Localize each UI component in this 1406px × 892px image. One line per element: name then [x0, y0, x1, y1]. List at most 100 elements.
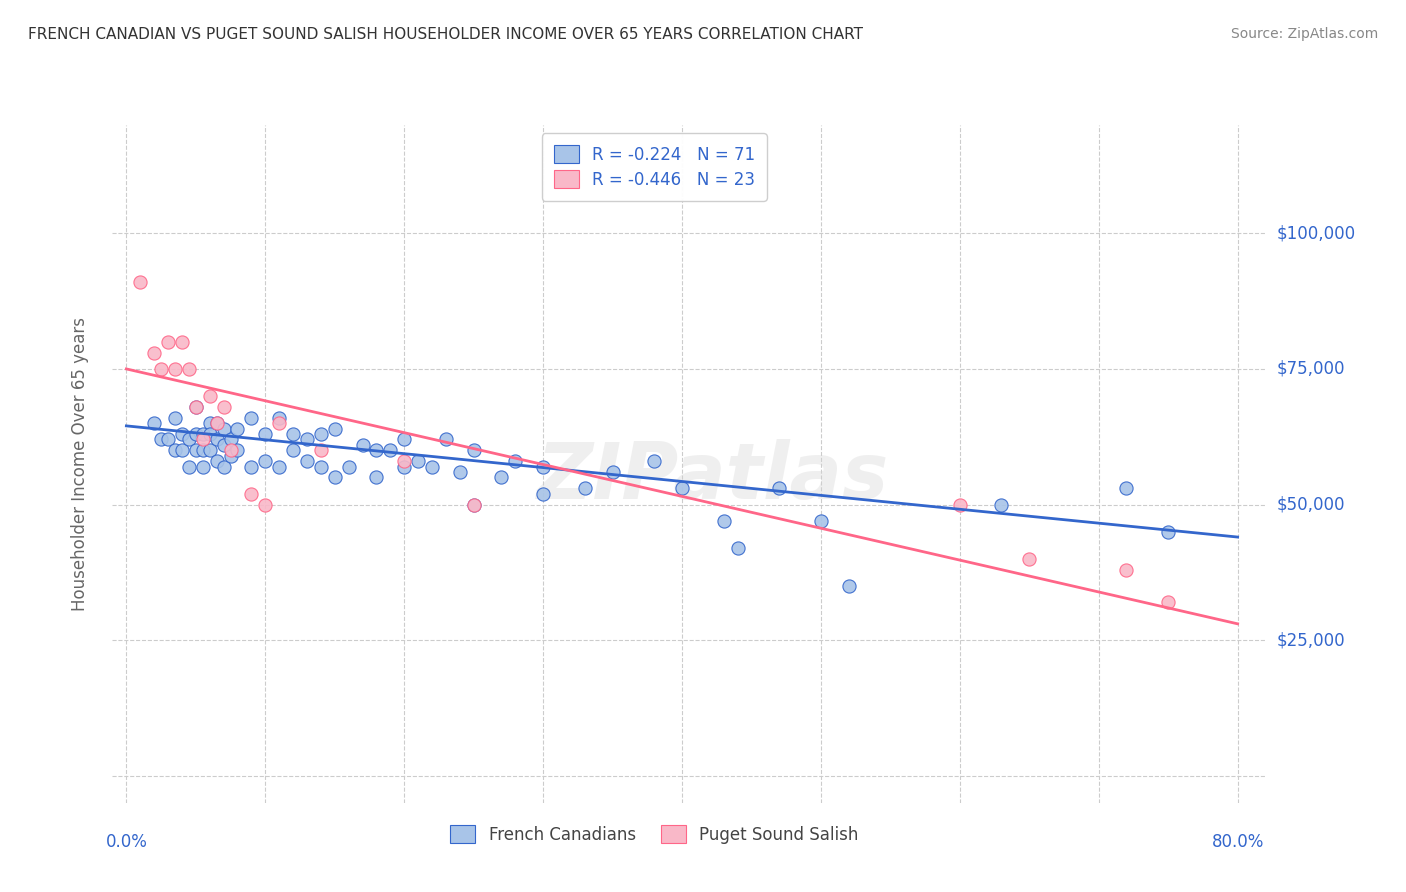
Point — [212, 421, 235, 435]
Point — [191, 459, 214, 474]
Point — [810, 514, 832, 528]
Legend: French Canadians, Puget Sound Salish: French Canadians, Puget Sound Salish — [439, 814, 870, 855]
Point — [713, 514, 735, 528]
Text: 0.0%: 0.0% — [105, 833, 148, 851]
Point — [191, 427, 214, 442]
Point — [420, 459, 443, 474]
Point — [337, 459, 360, 474]
Point — [191, 443, 214, 458]
Point — [643, 454, 665, 468]
Point — [392, 459, 415, 474]
Point — [198, 427, 221, 442]
Point — [366, 443, 388, 458]
Point — [184, 443, 207, 458]
Point — [198, 416, 221, 430]
Text: Source: ZipAtlas.com: Source: ZipAtlas.com — [1230, 27, 1378, 41]
Point — [281, 427, 304, 442]
Point — [990, 498, 1012, 512]
Point — [269, 410, 291, 425]
Text: $50,000: $50,000 — [1277, 496, 1346, 514]
Point — [269, 416, 291, 430]
Point — [295, 454, 318, 468]
Point — [309, 427, 332, 442]
Point — [143, 345, 166, 359]
Point — [170, 443, 193, 458]
Point — [177, 459, 200, 474]
Point — [531, 459, 554, 474]
Point — [254, 427, 277, 442]
Y-axis label: Householder Income Over 65 years: Householder Income Over 65 years — [70, 317, 89, 611]
Point — [150, 362, 173, 376]
Point — [205, 454, 228, 468]
Point — [219, 449, 242, 463]
Point — [1115, 563, 1137, 577]
Point — [406, 454, 429, 468]
Point — [226, 443, 249, 458]
Point — [768, 481, 790, 495]
Point — [212, 459, 235, 474]
Point — [309, 459, 332, 474]
Point — [163, 443, 186, 458]
Point — [240, 459, 263, 474]
Point — [170, 334, 193, 349]
Point — [157, 334, 180, 349]
Point — [602, 465, 624, 479]
Point — [205, 433, 228, 447]
Text: 80.0%: 80.0% — [1212, 833, 1264, 851]
Text: $100,000: $100,000 — [1277, 225, 1355, 243]
Point — [205, 416, 228, 430]
Point — [219, 433, 242, 447]
Point — [157, 433, 180, 447]
Point — [449, 465, 471, 479]
Point — [463, 498, 485, 512]
Point — [392, 433, 415, 447]
Point — [240, 410, 263, 425]
Point — [366, 470, 388, 484]
Point — [531, 486, 554, 500]
Point — [838, 579, 860, 593]
Point — [491, 470, 513, 484]
Point — [150, 433, 173, 447]
Point — [574, 481, 596, 495]
Point — [240, 486, 263, 500]
Point — [392, 454, 415, 468]
Point — [727, 541, 749, 555]
Point — [671, 481, 693, 495]
Point — [1157, 524, 1180, 539]
Text: $75,000: $75,000 — [1277, 360, 1346, 378]
Point — [226, 421, 249, 435]
Text: $25,000: $25,000 — [1277, 632, 1346, 649]
Point — [212, 400, 235, 414]
Point — [505, 454, 527, 468]
Point — [143, 416, 166, 430]
Point — [949, 498, 972, 512]
Point — [198, 389, 221, 403]
Point — [254, 454, 277, 468]
Point — [177, 362, 200, 376]
Text: ZIPatlas: ZIPatlas — [536, 440, 889, 516]
Point — [1115, 481, 1137, 495]
Point — [184, 400, 207, 414]
Point — [198, 443, 221, 458]
Point — [184, 427, 207, 442]
Point — [323, 421, 346, 435]
Point — [309, 443, 332, 458]
Point — [129, 275, 152, 289]
Point — [1018, 551, 1040, 566]
Point — [163, 362, 186, 376]
Point — [177, 433, 200, 447]
Point — [219, 443, 242, 458]
Point — [281, 443, 304, 458]
Point — [323, 470, 346, 484]
Point — [212, 438, 235, 452]
Point — [1157, 595, 1180, 609]
Point — [184, 400, 207, 414]
Point — [205, 416, 228, 430]
Point — [254, 498, 277, 512]
Point — [191, 433, 214, 447]
Point — [352, 438, 374, 452]
Point — [463, 498, 485, 512]
Point — [163, 410, 186, 425]
Point — [170, 427, 193, 442]
Point — [434, 433, 457, 447]
